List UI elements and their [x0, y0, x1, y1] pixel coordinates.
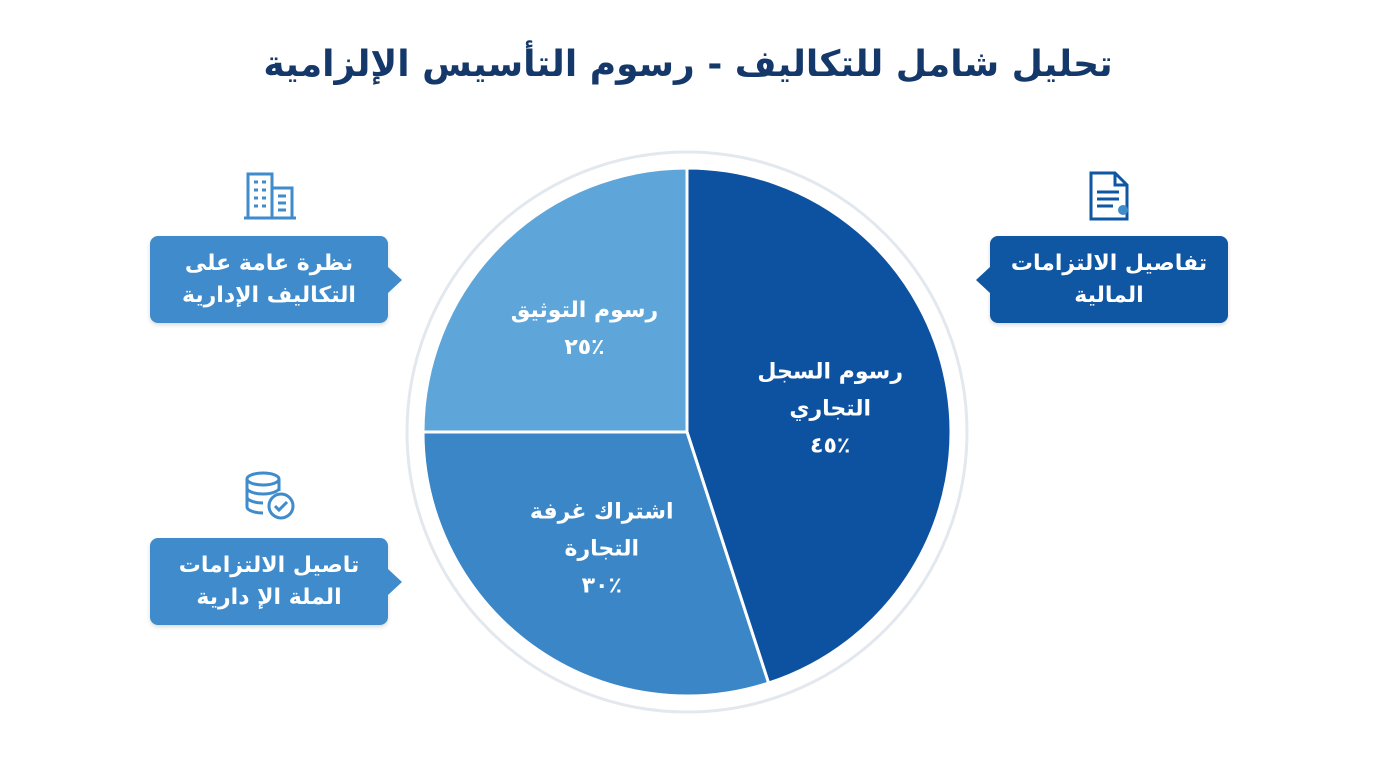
slice-label: رسوم السجل التجاري ٪٤٥: [740, 354, 920, 465]
category-label: رسوم التوثيق: [510, 298, 659, 324]
outer-ring: [405, 150, 969, 714]
slice-label: رسوم التوثيق ٪٢٥: [494, 292, 674, 366]
slice-label: اشتراك غرفة التجارة ٪٣٠: [512, 494, 692, 605]
callout: نظرة عامة على التكاليف الإدارية: [150, 236, 402, 323]
slices: [421, 166, 953, 698]
callout: تاصيل الالتزامات الملة الإ دارية: [150, 538, 402, 625]
category-label: اشتراك غرفة التجارة: [529, 499, 674, 562]
value-label: ٪٤٥: [810, 433, 851, 459]
callout: تفاصيل الالتزامات المالية: [976, 236, 1228, 323]
category-label: رسوم السجل التجاري: [757, 359, 903, 422]
value-label: ٪٢٥: [564, 335, 605, 361]
building-icon: [244, 172, 296, 220]
pie-slice: [685, 166, 953, 685]
value-label: ٪٣٠: [581, 573, 622, 599]
chart-title: تحليل شامل للتكاليف - رسوم التأسيس الإلز…: [263, 44, 1113, 85]
coins-icon: [245, 471, 295, 520]
pie-slice: [421, 430, 771, 698]
document-icon: [1089, 171, 1129, 221]
pie-slice: [421, 166, 689, 434]
